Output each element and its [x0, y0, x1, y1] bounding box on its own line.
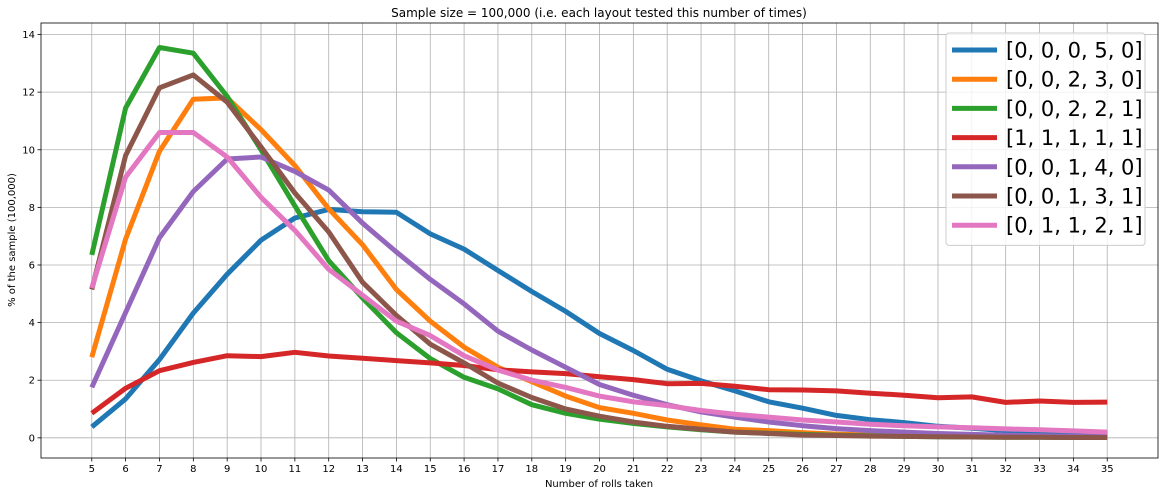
x-tick-label: 16 [458, 464, 471, 475]
legend-label: [0, 0, 1, 3, 1] [1006, 185, 1143, 209]
x-tick-label: 34 [1067, 464, 1080, 475]
x-tick-label: 27 [830, 464, 843, 475]
chart-title: Sample size = 100,000 (i.e. each layout … [391, 6, 807, 20]
x-tick-label: 5 [89, 464, 95, 475]
x-tick-label: 8 [190, 464, 196, 475]
x-tick-label: 30 [932, 464, 945, 475]
y-axis-label: % of the sample (100,000) [7, 173, 18, 307]
x-tick-label: 9 [224, 464, 230, 475]
x-tick-label: 31 [965, 464, 978, 475]
legend: [0, 0, 0, 5, 0] [0, 0, 2, 3, 0] [0, 0, 2, … [945, 32, 1146, 246]
x-tick-label: 28 [864, 464, 877, 475]
y-tick-label: 0 [29, 433, 35, 444]
legend-label: [0, 0, 1, 4, 0] [1006, 155, 1143, 179]
series-line-5 [89, 154, 1108, 440]
x-tick-label: 32 [999, 464, 1012, 475]
x-tick-label: 11 [288, 464, 301, 475]
x-tick-label: 23 [695, 464, 708, 475]
x-tick-label: 6 [122, 464, 128, 475]
x-tick-label: 29 [898, 464, 911, 475]
x-tick-label: 19 [559, 464, 572, 475]
x-tick-label: 14 [390, 464, 403, 475]
x-tick-label: 26 [796, 464, 809, 475]
y-tick-label: 6 [29, 260, 35, 271]
y-tick-label: 2 [29, 376, 35, 387]
series-line-7 [89, 130, 1108, 435]
x-tick-label: 13 [356, 464, 369, 475]
x-tick-label: 20 [593, 464, 606, 475]
y-tick-label: 12 [22, 88, 35, 99]
x-tick-label: 21 [627, 464, 640, 475]
legend-label: [0, 0, 2, 3, 0] [1006, 68, 1143, 92]
x-axis-label: Number of rolls taken [545, 479, 653, 490]
x-tick-label: 33 [1033, 464, 1046, 475]
x-tick-label: 25 [762, 464, 775, 475]
x-tick-label: 7 [156, 464, 162, 475]
y-axis: 0 2 4 6 8 10 12 14 [22, 30, 41, 444]
x-tick-label: 35 [1101, 464, 1114, 475]
series-group [89, 45, 1108, 440]
x-tick-label: 24 [729, 464, 742, 475]
y-tick-label: 8 [29, 203, 35, 214]
x-tick-label: 17 [492, 464, 505, 475]
y-tick-label: 14 [22, 30, 35, 41]
legend-label: [1, 1, 1, 1, 1] [1006, 126, 1143, 150]
x-tick-label: 22 [661, 464, 674, 475]
y-tick-label: 4 [29, 318, 35, 329]
series-line-4 [90, 349, 1108, 416]
legend-label: [0, 0, 0, 5, 0] [1006, 39, 1143, 63]
x-tick-label: 18 [525, 464, 538, 475]
legend-label: [0, 0, 2, 2, 1] [1006, 97, 1143, 121]
series-line-6 [89, 72, 1108, 440]
legend-box [945, 32, 1146, 246]
x-tick-label: 10 [255, 464, 268, 475]
legend-label: [0, 1, 1, 2, 1] [1006, 214, 1143, 238]
x-axis: 5 6 7 8 9 10 11 12 13 14 15 16 17 18 19 20 21 22 23 24 25 26 2… [89, 458, 1114, 475]
y-tick-label: 10 [22, 145, 35, 156]
x-tick-label: 12 [322, 464, 335, 475]
x-tick-label: 15 [424, 464, 437, 475]
